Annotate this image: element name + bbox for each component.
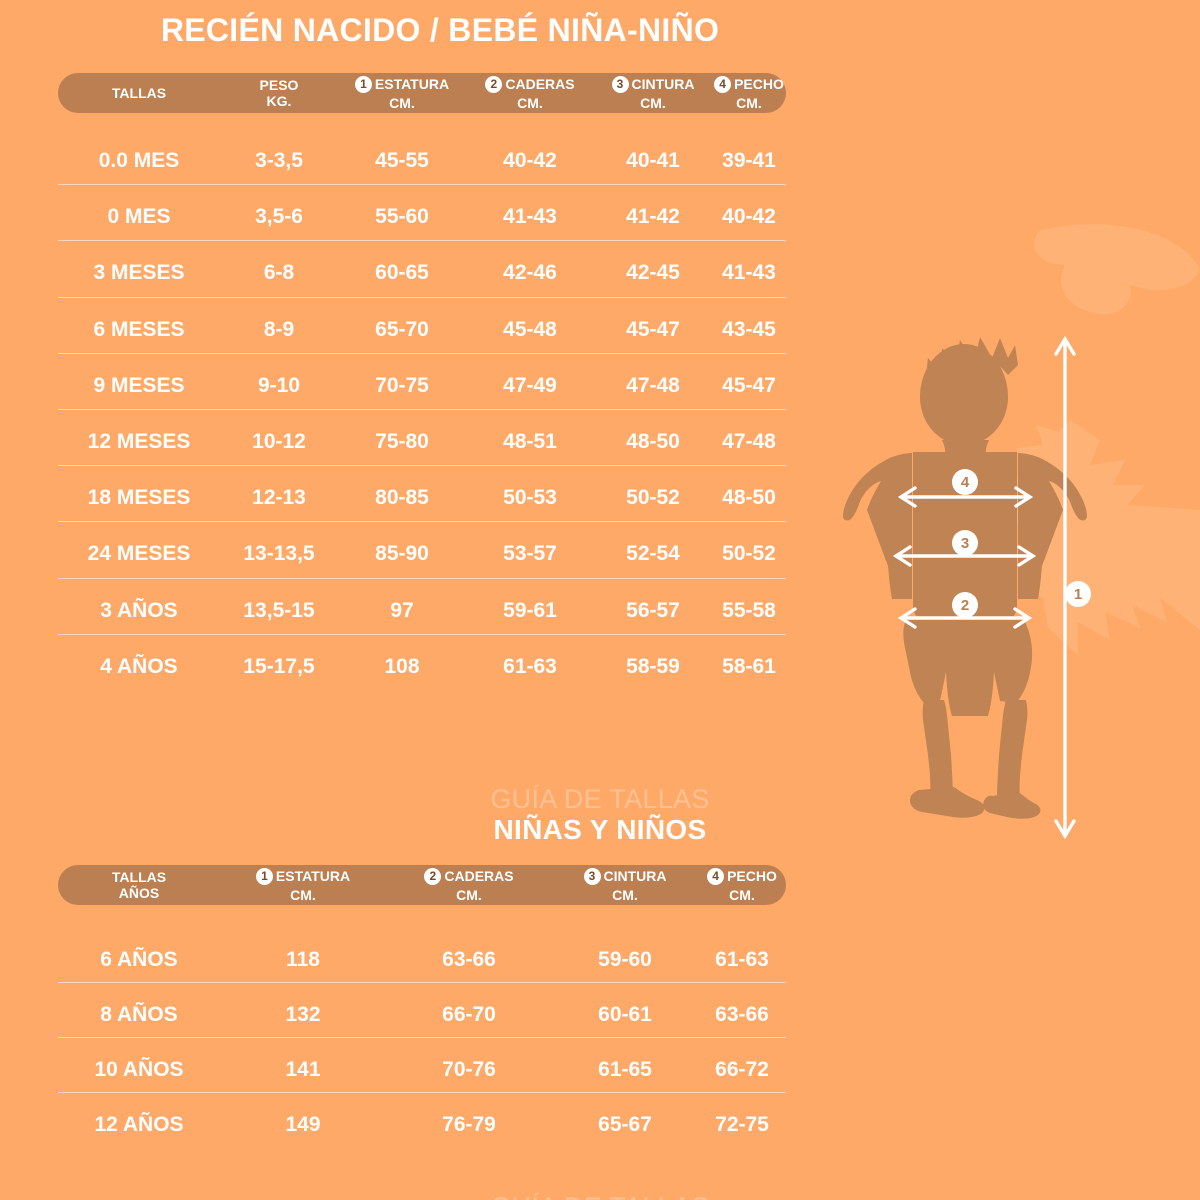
svg-text:4: 4 <box>961 474 970 491</box>
svg-text:2: 2 <box>961 597 969 614</box>
svg-text:1: 1 <box>1074 586 1082 603</box>
svg-text:3: 3 <box>961 535 969 552</box>
